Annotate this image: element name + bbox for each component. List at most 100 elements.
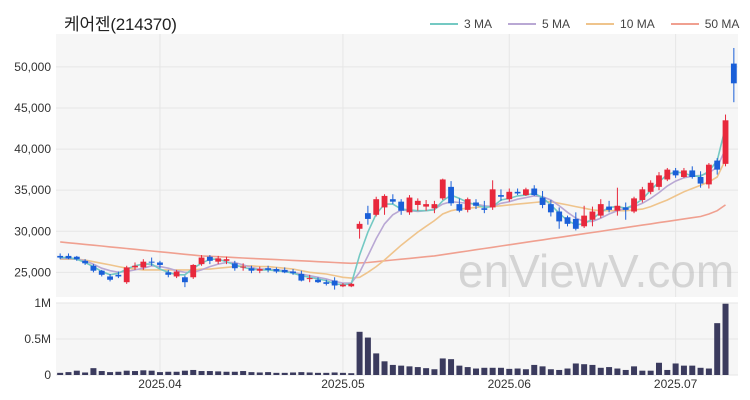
watermark-text: enViewV.com (458, 245, 734, 297)
candle-body (315, 279, 321, 283)
volume-bar (148, 370, 155, 375)
volume-bar (622, 369, 629, 375)
ma-line-50-ma (60, 204, 726, 265)
volume-bar (556, 369, 563, 375)
volume-bar (98, 371, 105, 375)
volume-bar (381, 361, 388, 375)
candle-body (564, 217, 571, 224)
candle-body (639, 189, 646, 201)
volume-bar (265, 372, 272, 375)
candle-body (539, 197, 546, 205)
volume-bar (522, 369, 529, 375)
chart-legend: 3 MA 5 MA 10 MA 50 MA (430, 17, 750, 31)
volume-bar (481, 367, 488, 375)
volume-bar (206, 371, 213, 375)
volume-bar (423, 368, 430, 375)
volume-bar (456, 365, 463, 375)
volume-bar (722, 303, 729, 375)
candle-body (531, 188, 538, 196)
candle-body (90, 265, 97, 271)
volume-bar (215, 371, 222, 375)
candle-body (348, 283, 355, 287)
candle-body (290, 271, 296, 274)
candle-body (182, 277, 188, 283)
volume-bar (339, 372, 346, 375)
volume-bar (82, 372, 89, 375)
candle-body (489, 189, 496, 208)
volume-bar (248, 372, 255, 375)
volume-bar (714, 323, 721, 375)
candle-body (439, 179, 446, 199)
candle-body (697, 177, 704, 184)
candle-body (231, 263, 238, 269)
volume-bar (631, 366, 638, 375)
candle-body (714, 160, 721, 170)
volume-bar (664, 369, 671, 375)
legend-swatch (670, 23, 699, 25)
volume-bar (506, 368, 513, 375)
candle-body (57, 255, 64, 258)
legend-item: 10 MA (586, 17, 671, 31)
legend-item: 5 MA (508, 17, 586, 31)
volume-bar (647, 370, 654, 375)
candle-body (464, 199, 471, 210)
candle-body (206, 256, 213, 261)
candle-body (165, 272, 172, 275)
candle-body (689, 170, 696, 178)
candle-body (523, 189, 529, 196)
volume-bar (190, 369, 197, 375)
volume-bar (398, 365, 405, 375)
candle-body (473, 202, 479, 206)
volume-bar (572, 363, 579, 375)
volume-bar (132, 371, 139, 375)
volume-bar (115, 371, 122, 375)
volume-bar (581, 364, 588, 375)
date-tick-label: 2025.07 (654, 377, 698, 391)
candle-body (248, 268, 255, 271)
volume-bar (65, 372, 72, 375)
volume-bar (439, 358, 446, 375)
volume-bar (331, 372, 338, 375)
volume-bar (223, 371, 230, 375)
candle-body (273, 269, 280, 272)
date-tick-label: 2025.05 (321, 377, 365, 391)
volume-bar (107, 372, 114, 375)
candle-body (406, 197, 413, 213)
volume-bar (497, 367, 504, 375)
volume-bar (672, 363, 679, 375)
price-tick-label: 35,000 (14, 183, 51, 197)
legend-label: 5 MA (542, 17, 571, 31)
candle-body (547, 204, 554, 213)
candle-body (223, 259, 230, 261)
candle-body (389, 199, 396, 202)
candle-body (606, 206, 612, 210)
volume-bar (173, 371, 180, 375)
legend-label: 3 MA (464, 17, 493, 31)
legend-item: 3 MA (430, 17, 508, 31)
legend-label: 10 MA (620, 17, 655, 31)
candle-body (331, 280, 338, 286)
candle-body (157, 262, 163, 265)
candle-body (373, 199, 380, 215)
volume-bar (231, 371, 238, 375)
candle-body (115, 274, 122, 277)
volume-tick-label: 0.5M (24, 332, 51, 346)
candle-body (414, 200, 421, 205)
volume-bar (473, 368, 480, 375)
candle-body (481, 208, 488, 210)
candle-body (423, 204, 430, 207)
candle-body (98, 270, 105, 275)
candle-body (622, 207, 629, 210)
volume-bar (697, 367, 704, 375)
candle-body (340, 284, 346, 287)
volume-bar (431, 369, 438, 375)
volume-bar (614, 368, 621, 375)
candle-body (656, 175, 662, 187)
volume-bar (198, 371, 205, 375)
candle-body (65, 255, 72, 259)
candle-body (173, 271, 180, 277)
volume-bar (389, 364, 396, 375)
candle-body (198, 257, 205, 265)
candle-body (265, 268, 271, 270)
